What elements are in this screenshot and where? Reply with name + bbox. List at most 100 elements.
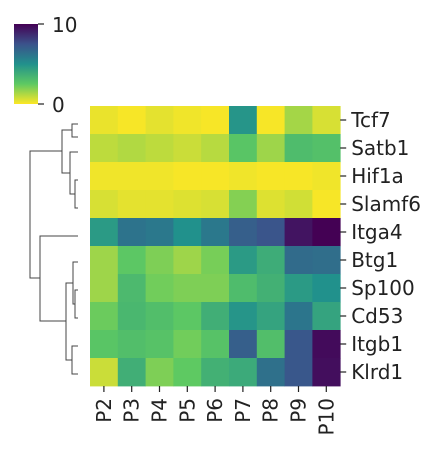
heatmap-cell (90, 246, 119, 275)
heatmap-cell (117, 162, 146, 191)
row-label: Klrd1 (351, 360, 403, 384)
heatmap-cell (312, 358, 341, 387)
colorbar-gradient (14, 24, 38, 104)
heatmap-cell (201, 134, 230, 163)
heatmap-cell (173, 162, 202, 191)
column-label: P3 (120, 398, 144, 423)
heatmap-cell (284, 218, 313, 247)
row-label: Itga4 (351, 220, 402, 244)
row-dendrogram (29, 123, 78, 375)
heatmap-cell (173, 134, 202, 163)
heatmap-cell (145, 162, 174, 191)
heatmap-cell (117, 190, 146, 219)
heatmap-cell (284, 134, 313, 163)
colorbar-max-label: 10 (52, 13, 77, 37)
heatmap-cell (117, 358, 146, 387)
heatmap-cell (145, 218, 174, 247)
heatmap-cell (256, 218, 285, 247)
heatmap-cell (284, 274, 313, 303)
heatmap-cell (173, 218, 202, 247)
heatmap-cell (312, 302, 341, 331)
heatmap-cell (284, 246, 313, 275)
heatmap-cell (201, 190, 230, 219)
dendrogram-branch (29, 150, 62, 279)
dendrogram-branch (74, 289, 78, 319)
column-label: P7 (231, 398, 255, 423)
heatmap-cell (173, 302, 202, 331)
heatmap-cell (201, 162, 230, 191)
row-label: Tcf7 (350, 108, 391, 132)
heatmap-cell (145, 358, 174, 387)
heatmap-cell (90, 106, 119, 135)
heatmap-cell (173, 190, 202, 219)
heatmap-cell (312, 330, 341, 359)
heatmap-cell (229, 190, 258, 219)
heatmap-cell (145, 302, 174, 331)
heatmap-cell (284, 162, 313, 191)
heatmap-cell (173, 106, 202, 135)
row-label: Slamf6 (351, 192, 421, 216)
heatmap-cell (145, 190, 174, 219)
heatmap-cell (117, 330, 146, 359)
heatmap-cell (229, 134, 258, 163)
heatmap-cell (117, 134, 146, 163)
heatmap-cell (90, 274, 119, 303)
heatmap-cell (284, 106, 313, 135)
heatmap-cell (284, 302, 313, 331)
heatmap-cell (229, 302, 258, 331)
heatmap-cell (145, 330, 174, 359)
heatmap-cell (256, 302, 285, 331)
heatmap-cell (90, 190, 119, 219)
heatmap-cell (201, 246, 230, 275)
heatmap-cell (256, 358, 285, 387)
heatmap-cell (201, 218, 230, 247)
heatmap-cell (312, 162, 341, 191)
heatmap-cell (256, 274, 285, 303)
dendrogram-branch (71, 345, 78, 375)
heatmap-cell (90, 162, 119, 191)
heatmap-cell (90, 134, 119, 163)
heatmap-cell (284, 190, 313, 219)
heatmap-cell (201, 358, 230, 387)
heatmap-cell (229, 274, 258, 303)
dendrogram-branch (74, 179, 78, 209)
dendrogram-branch (71, 123, 78, 138)
heatmap-cell (90, 330, 119, 359)
column-label: P2 (92, 398, 116, 423)
heatmap-cell (312, 190, 341, 219)
heatmap-cell (229, 218, 258, 247)
colorbar: 10 0 (14, 13, 77, 117)
heatmap-cell (117, 302, 146, 331)
heatmap-cell (90, 358, 119, 387)
heatmap-cell (117, 246, 146, 275)
heatmap-cell (256, 134, 285, 163)
dendrogram-branch (39, 235, 78, 322)
column-label: P4 (148, 398, 172, 423)
heatmap-cell (201, 106, 230, 135)
row-labels: Tcf7 Satb1 Hif1a Slamf6 Itga4 Btg1 Sp100 Cd53 It… (340, 108, 421, 384)
row-label: Satb1 (351, 136, 409, 160)
heatmap-cell (201, 302, 230, 331)
column-label: P10 (314, 398, 338, 436)
heatmap-cell (312, 134, 341, 163)
heatmap-cell (173, 358, 202, 387)
dendrogram-branch (69, 151, 78, 195)
heatmap-cell (173, 330, 202, 359)
row-label: Sp100 (351, 276, 415, 300)
column-label: P9 (287, 398, 311, 423)
row-label: Hif1a (351, 164, 404, 188)
colorbar-min-label: 0 (52, 93, 65, 117)
row-label: Itgb1 (351, 332, 403, 356)
heatmap-cell (145, 134, 174, 163)
heatmap-cell (90, 302, 119, 331)
heatmap-cell (312, 218, 341, 247)
heatmap-cell (229, 246, 258, 275)
heatmap-cell (312, 106, 341, 135)
heatmap-cell (256, 190, 285, 219)
heatmap-cell (256, 162, 285, 191)
heatmap-cell (117, 274, 146, 303)
heatmap-cell (117, 106, 146, 135)
heatmap-cell (117, 218, 146, 247)
heatmap-cell (229, 106, 258, 135)
